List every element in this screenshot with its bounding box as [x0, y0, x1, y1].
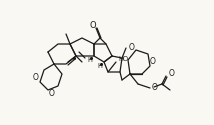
Text: O: O: [33, 74, 39, 82]
Text: O: O: [150, 58, 156, 66]
Text: O: O: [129, 42, 135, 51]
Text: O: O: [152, 82, 158, 92]
Text: HO: HO: [118, 56, 128, 62]
Text: O: O: [49, 88, 55, 98]
Text: O: O: [169, 70, 175, 78]
Text: H: H: [98, 63, 103, 69]
Text: H: H: [88, 57, 92, 63]
Text: O: O: [90, 20, 96, 30]
